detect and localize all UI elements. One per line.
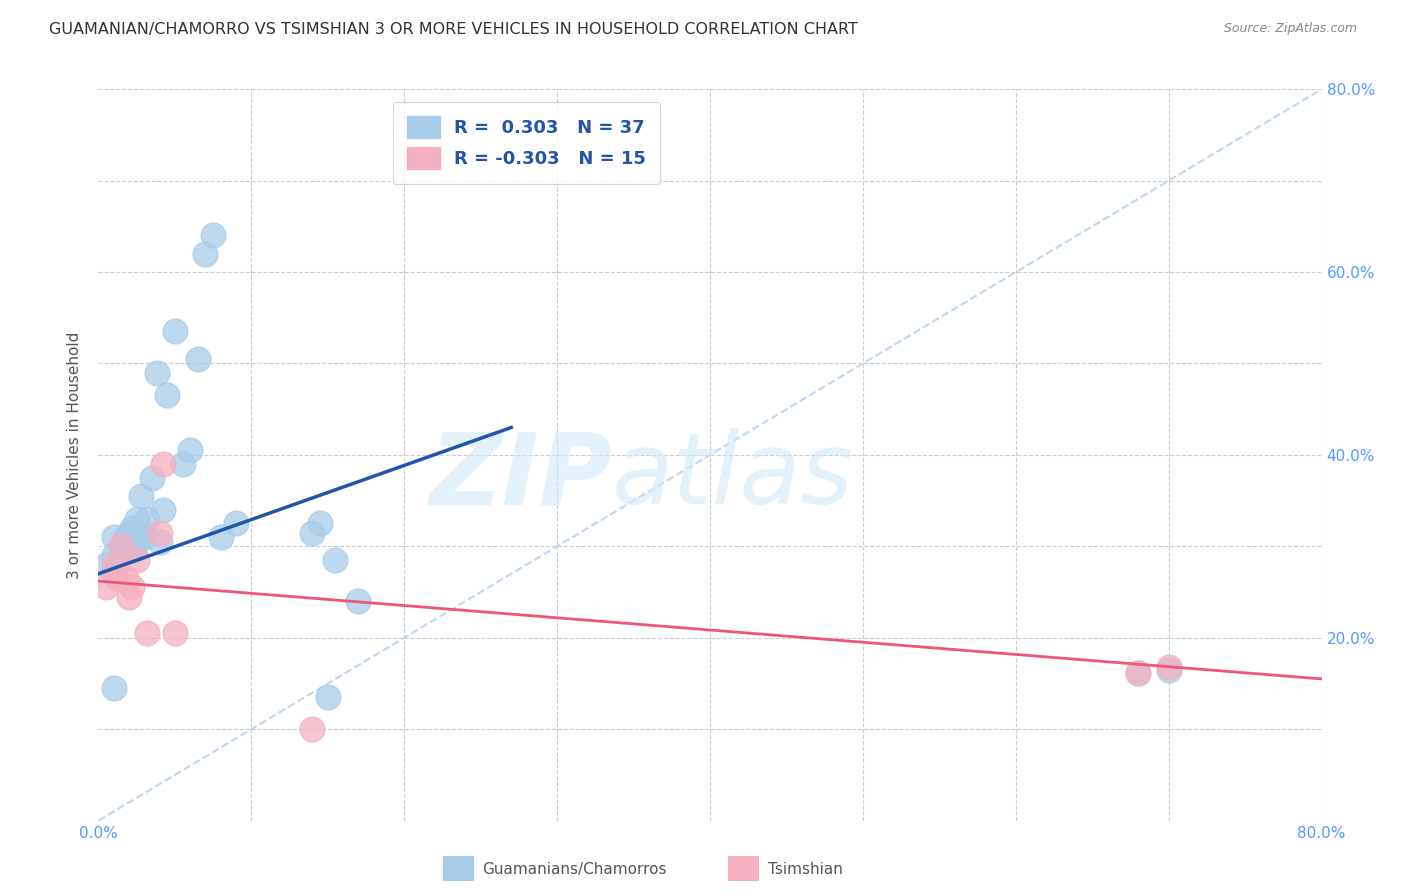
Point (309, 516, 332, 531)
Point (163, 325, 186, 339)
Point (125, 553, 148, 567)
Point (325, 553, 347, 567)
Point (301, 525, 323, 540)
Point (103, 549, 125, 563)
Point (141, 471, 163, 485)
Point (115, 571, 138, 585)
Point (118, 534, 141, 549)
Point (136, 626, 159, 640)
Point (1157, 660, 1180, 674)
Point (103, 530, 125, 544)
Y-axis label: 3 or more Vehicles in Household: 3 or more Vehicles in Household (67, 331, 83, 579)
Point (103, 558, 125, 572)
Point (145, 366, 167, 380)
Point (115, 530, 138, 544)
Point (347, 594, 370, 608)
Point (301, 723, 323, 737)
Point (194, 246, 217, 260)
Point (94, 581, 117, 595)
Point (163, 626, 186, 640)
Text: ZIP: ZIP (429, 428, 612, 525)
Point (128, 530, 150, 544)
Point (125, 534, 148, 549)
Point (118, 525, 141, 540)
Point (110, 544, 132, 558)
Text: GUAMANIAN/CHAMORRO VS TSIMSHIAN 3 OR MORE VEHICLES IN HOUSEHOLD CORRELATION CHAR: GUAMANIAN/CHAMORRO VS TSIMSHIAN 3 OR MOR… (49, 22, 858, 37)
Point (1157, 663, 1180, 677)
Point (118, 590, 141, 604)
Point (152, 502, 174, 516)
Point (122, 544, 145, 558)
Point (110, 539, 132, 553)
Point (121, 521, 143, 535)
Point (209, 530, 232, 544)
Point (316, 690, 339, 705)
Point (1128, 665, 1150, 680)
Point (129, 489, 152, 503)
Point (187, 351, 209, 366)
Point (225, 516, 247, 531)
Point (105, 571, 128, 585)
Point (156, 388, 179, 402)
Text: atlas: atlas (612, 428, 853, 525)
Point (103, 681, 125, 695)
Text: Tsimshian: Tsimshian (768, 863, 842, 877)
Point (125, 512, 148, 526)
Point (149, 525, 172, 540)
Point (172, 457, 194, 471)
Point (202, 228, 225, 243)
Point (94, 558, 117, 572)
Point (179, 443, 201, 458)
Point (152, 457, 174, 471)
Text: Source: ZipAtlas.com: Source: ZipAtlas.com (1223, 22, 1357, 36)
Point (103, 566, 125, 581)
Point (149, 534, 172, 549)
Legend: R =  0.303   N = 37, R = -0.303   N = 15: R = 0.303 N = 37, R = -0.303 N = 15 (392, 102, 661, 184)
Point (136, 512, 159, 526)
Point (121, 581, 143, 595)
Point (1128, 665, 1150, 680)
Point (134, 530, 156, 544)
Text: Guamanians/Chamorros: Guamanians/Chamorros (482, 863, 666, 877)
